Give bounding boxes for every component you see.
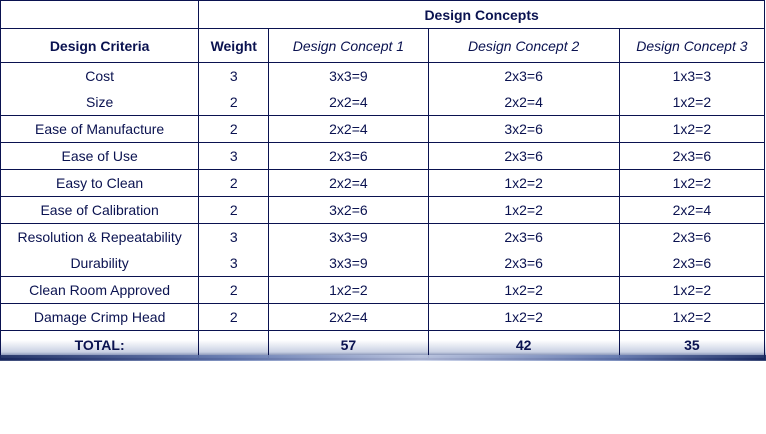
weight-cell: 2 bbox=[198, 169, 270, 197]
concept3-score-cell: 2x3=6 bbox=[618, 223, 766, 250]
criterion-cell: Size bbox=[0, 89, 200, 116]
slide-background: Design Concepts Design Criteria Weight D… bbox=[0, 0, 766, 361]
concept2-score-cell: 2x3=6 bbox=[427, 62, 620, 89]
concept1-score-cell: 3x3=9 bbox=[268, 250, 429, 277]
total-weight-cell bbox=[198, 330, 270, 360]
concept3-score-cell: 2x2=4 bbox=[618, 196, 766, 224]
concept3-column-header: Design Concept 3 bbox=[618, 28, 766, 63]
table-body: Cost 3 3x3=9 2x3=6 1x3=3 Size 2 2x2=4 2x2=4 1x2=2… bbox=[0, 62, 766, 331]
table-row: Size 2 2x2=4 2x2=4 1x2=2 bbox=[0, 89, 766, 116]
concept2-score-cell: 1x2=2 bbox=[427, 303, 620, 331]
concept1-score-cell: 3x2=6 bbox=[268, 196, 429, 224]
design-concepts-group-header: Design Concepts bbox=[198, 0, 765, 29]
weight-cell: 3 bbox=[198, 223, 270, 250]
total-label: TOTAL: bbox=[0, 330, 200, 360]
criterion-cell: Resolution & Repeatability bbox=[0, 223, 200, 250]
concept1-score-cell: 3x3=9 bbox=[268, 223, 429, 250]
concept1-score-cell: 2x2=4 bbox=[268, 115, 429, 143]
concept2-score-cell: 2x2=4 bbox=[427, 89, 620, 116]
slide-bottom-band bbox=[0, 355, 766, 361]
concept2-score-cell: 1x2=2 bbox=[427, 169, 620, 197]
concept2-score-cell: 2x3=6 bbox=[427, 223, 620, 250]
table-row: Clean Room Approved 2 1x2=2 1x2=2 1x2=2 bbox=[0, 276, 766, 304]
concept1-score-cell: 2x3=6 bbox=[268, 142, 429, 170]
criterion-cell: Cost bbox=[0, 62, 200, 89]
concept1-score-cell: 2x2=4 bbox=[268, 89, 429, 116]
table-row: Ease of Manufacture 2 2x2=4 3x2=6 1x2=2 bbox=[0, 115, 766, 143]
concept1-column-header: Design Concept 1 bbox=[268, 28, 429, 63]
concept2-column-header: Design Concept 2 bbox=[427, 28, 620, 63]
group-header-row: Design Concepts bbox=[0, 0, 765, 29]
concept2-score-cell: 3x2=6 bbox=[427, 115, 620, 143]
criterion-cell: Ease of Calibration bbox=[0, 196, 200, 224]
criterion-cell: Clean Room Approved bbox=[0, 276, 200, 304]
concept2-score-cell: 1x2=2 bbox=[427, 196, 620, 224]
total-concept2: 42 bbox=[427, 330, 620, 360]
concept3-score-cell: 1x2=2 bbox=[618, 115, 766, 143]
table-row: Damage Crimp Head 2 2x2=4 1x2=2 1x2=2 bbox=[0, 303, 766, 331]
weight-column-header: Weight bbox=[198, 28, 270, 63]
weight-cell: 2 bbox=[198, 89, 270, 116]
decision-matrix-table: Design Concepts Design Criteria Weight D… bbox=[0, 0, 766, 360]
weight-cell: 3 bbox=[198, 250, 270, 277]
concept3-score-cell: 1x2=2 bbox=[618, 276, 766, 304]
concept3-score-cell: 1x2=2 bbox=[618, 89, 766, 116]
criterion-cell: Durability bbox=[0, 250, 200, 277]
concept3-score-cell: 1x3=3 bbox=[618, 62, 766, 89]
weight-cell: 2 bbox=[198, 303, 270, 331]
concept3-score-cell: 1x2=2 bbox=[618, 303, 766, 331]
table-row: Cost 3 3x3=9 2x3=6 1x3=3 bbox=[0, 62, 766, 89]
concept2-score-cell: 2x3=6 bbox=[427, 250, 620, 277]
concept1-score-cell: 1x2=2 bbox=[268, 276, 429, 304]
weight-cell: 3 bbox=[198, 62, 270, 89]
concept3-score-cell: 2x3=6 bbox=[618, 142, 766, 170]
table-row: Durability 3 3x3=9 2x3=6 2x3=6 bbox=[0, 250, 766, 277]
weight-cell: 2 bbox=[198, 115, 270, 143]
concept2-score-cell: 2x3=6 bbox=[427, 142, 620, 170]
concept3-score-cell: 2x3=6 bbox=[618, 250, 766, 277]
criterion-cell: Ease of Use bbox=[0, 142, 200, 170]
criterion-cell: Damage Crimp Head bbox=[0, 303, 200, 331]
table-row: Easy to Clean 2 2x2=4 1x2=2 1x2=2 bbox=[0, 169, 766, 197]
column-header-row: Design Criteria Weight Design Concept 1 … bbox=[0, 28, 766, 63]
weight-cell: 2 bbox=[198, 276, 270, 304]
table-row: Resolution & Repeatability 3 3x3=9 2x3=6 2x3… bbox=[0, 223, 766, 250]
table-row: Ease of Use 3 2x3=6 2x3=6 2x3=6 bbox=[0, 142, 766, 170]
empty-corner-cell bbox=[0, 0, 200, 29]
weight-cell: 3 bbox=[198, 142, 270, 170]
concept1-score-cell: 2x2=4 bbox=[268, 169, 429, 197]
weight-cell: 2 bbox=[198, 196, 270, 224]
concept2-score-cell: 1x2=2 bbox=[427, 276, 620, 304]
table-row: Ease of Calibration 2 3x2=6 1x2=2 2x2=4 bbox=[0, 196, 766, 224]
criterion-cell: Ease of Manufacture bbox=[0, 115, 200, 143]
concept3-score-cell: 1x2=2 bbox=[618, 169, 766, 197]
concept1-score-cell: 3x3=9 bbox=[268, 62, 429, 89]
criterion-cell: Easy to Clean bbox=[0, 169, 200, 197]
criteria-column-header: Design Criteria bbox=[0, 28, 200, 63]
concept1-score-cell: 2x2=4 bbox=[268, 303, 429, 331]
